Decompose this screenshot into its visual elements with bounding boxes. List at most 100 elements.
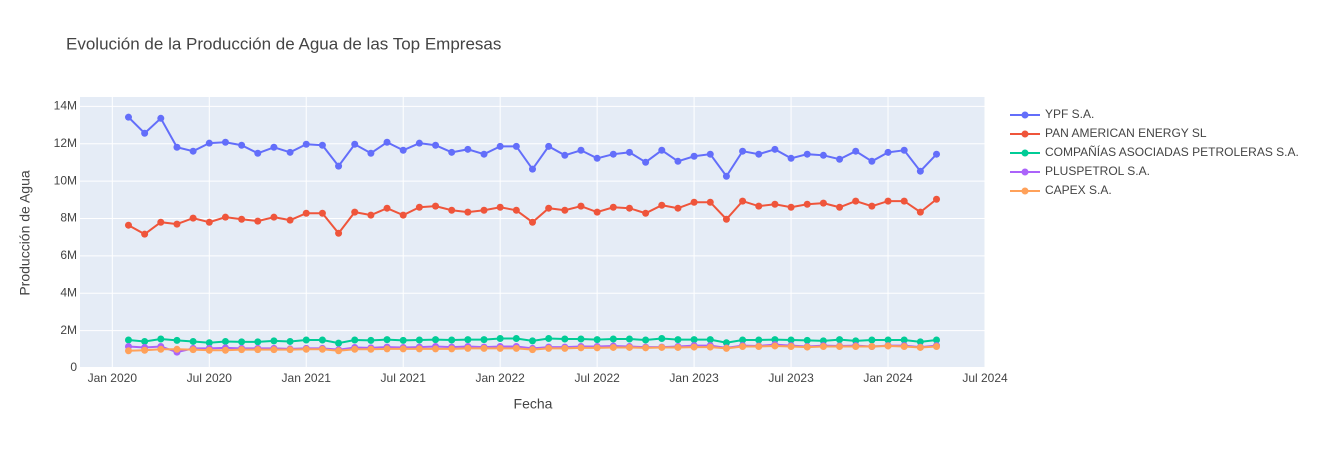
data-point xyxy=(690,336,698,344)
data-point xyxy=(722,344,730,352)
data-point xyxy=(836,203,844,211)
data-point xyxy=(141,346,149,354)
data-point xyxy=(399,211,407,219)
data-point xyxy=(609,343,617,351)
data-point xyxy=(819,199,827,207)
data-point xyxy=(933,195,941,203)
data-point xyxy=(722,172,730,180)
data-point xyxy=(609,150,617,158)
data-point xyxy=(238,346,246,354)
data-point xyxy=(173,220,181,228)
data-point xyxy=(787,154,795,162)
data-point xyxy=(577,344,585,352)
data-point xyxy=(755,343,763,351)
data-point xyxy=(803,343,811,351)
data-point xyxy=(674,204,682,212)
data-point xyxy=(900,146,908,154)
data-point xyxy=(868,157,876,165)
data-point xyxy=(900,197,908,205)
data-point xyxy=(593,336,601,344)
data-point xyxy=(335,347,343,355)
y-tick-label: 0 xyxy=(70,360,77,374)
data-point xyxy=(157,114,165,122)
x-tick-label: Jan 2024 xyxy=(863,371,913,385)
data-point xyxy=(561,344,569,352)
data-point xyxy=(916,338,924,346)
data-point xyxy=(254,149,262,157)
data-point xyxy=(577,202,585,210)
y-tick-label: 2M xyxy=(60,323,77,337)
data-point xyxy=(205,346,213,354)
data-point xyxy=(884,148,892,156)
data-point xyxy=(803,150,811,158)
data-point xyxy=(690,343,698,351)
plot-area xyxy=(80,97,985,368)
data-point xyxy=(432,345,440,353)
data-point xyxy=(625,148,633,156)
data-point xyxy=(221,213,229,221)
data-point xyxy=(286,216,294,224)
data-point xyxy=(884,197,892,205)
data-point xyxy=(141,230,149,238)
data-point xyxy=(577,335,585,343)
data-point xyxy=(512,206,520,214)
data-point xyxy=(512,142,520,150)
legend-label: YPF S.A. xyxy=(1045,107,1094,121)
y-tick-label: 8M xyxy=(60,211,77,225)
data-point xyxy=(512,334,520,342)
data-point xyxy=(545,344,553,352)
data-point xyxy=(335,339,343,347)
data-point xyxy=(270,213,278,221)
data-point xyxy=(852,147,860,155)
data-point xyxy=(173,345,181,353)
x-tick-label: Jan 2022 xyxy=(475,371,525,385)
chart-title: Evolución de la Producción de Agua de la… xyxy=(66,34,501,53)
data-point xyxy=(270,337,278,345)
data-point xyxy=(318,336,326,344)
data-point xyxy=(852,197,860,205)
data-point xyxy=(383,345,391,353)
data-point xyxy=(383,204,391,212)
data-point xyxy=(496,203,504,211)
data-point xyxy=(448,206,456,214)
data-point xyxy=(367,345,375,353)
data-point xyxy=(480,150,488,158)
data-point xyxy=(238,141,246,149)
data-point xyxy=(464,344,472,352)
data-point xyxy=(529,337,536,345)
data-point xyxy=(189,337,197,345)
data-point xyxy=(270,143,278,151)
data-point xyxy=(787,203,795,211)
data-point xyxy=(884,336,892,344)
data-point xyxy=(367,149,375,157)
y-tick-label: 4M xyxy=(60,285,77,299)
data-point xyxy=(189,147,197,155)
data-point xyxy=(238,215,246,223)
data-point xyxy=(286,148,294,156)
data-point xyxy=(512,344,520,352)
data-point xyxy=(432,202,440,210)
data-point xyxy=(496,142,504,150)
data-point xyxy=(609,335,617,343)
data-point xyxy=(739,147,747,155)
data-point xyxy=(173,143,181,151)
data-point xyxy=(722,339,730,347)
data-point xyxy=(221,138,229,146)
data-point xyxy=(561,206,569,214)
data-point xyxy=(302,336,310,344)
y-tick-label: 12M xyxy=(54,136,77,150)
data-point xyxy=(221,346,229,354)
data-point xyxy=(658,334,666,342)
data-point xyxy=(124,347,132,355)
data-point xyxy=(221,337,229,345)
data-point xyxy=(448,148,456,156)
data-point xyxy=(480,344,488,352)
data-point xyxy=(415,345,423,353)
x-tick-label: Jul 2023 xyxy=(768,371,814,385)
data-point xyxy=(464,145,472,153)
data-point xyxy=(593,154,601,162)
data-point xyxy=(771,342,779,350)
data-point xyxy=(658,201,666,209)
data-point xyxy=(642,336,650,344)
data-point xyxy=(529,346,536,354)
